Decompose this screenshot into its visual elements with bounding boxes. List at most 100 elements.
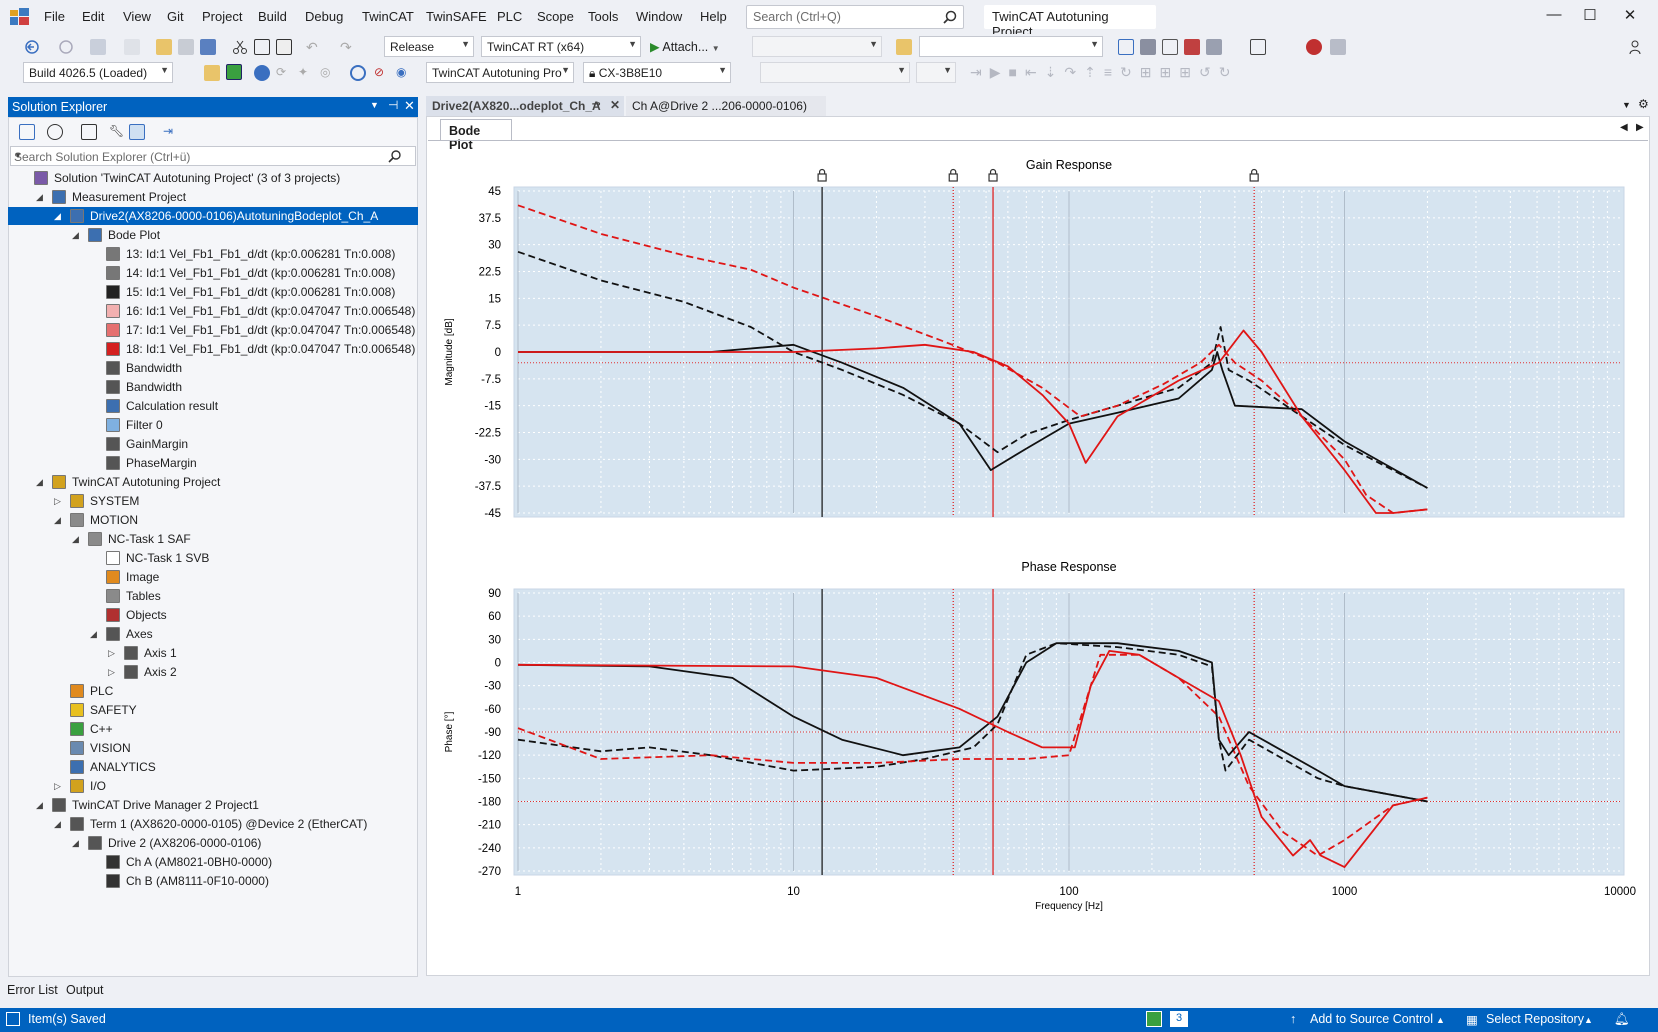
target-icon[interactable] bbox=[350, 65, 366, 81]
tree-item[interactable]: 13: Id:1 Vel_Fb1_Fb1_d/dt (kp:0.006281 T… bbox=[8, 245, 418, 263]
collapse-arrow-icon[interactable]: ◢ bbox=[72, 534, 79, 544]
refresh-icon[interactable]: ⟳ bbox=[276, 65, 287, 79]
tree-item[interactable]: ◢ TwinCAT Autotuning Project bbox=[8, 473, 418, 491]
solution-search-input[interactable]: Search Solution Explorer (Ctrl+ü) ▼ bbox=[10, 146, 416, 166]
menu-plc[interactable]: PLC bbox=[497, 9, 523, 24]
minimize-button[interactable]: — bbox=[1546, 6, 1562, 23]
bode-plot-chart[interactable]: Gain Response Magnitude [dB] 45 37.5 30 22.5 1… bbox=[428, 141, 1648, 975]
tree-item[interactable]: Ch A (AM8021-0BH0-0000) bbox=[8, 853, 418, 871]
close-icon[interactable]: ✕ bbox=[610, 98, 621, 112]
tree-item[interactable]: 16: Id:1 Vel_Fb1_Fb1_d/dt (kp:0.047047 T… bbox=[8, 302, 418, 320]
open-icon[interactable] bbox=[156, 39, 172, 55]
tree-item[interactable]: ◢ TwinCAT Drive Manager 2 Project1 bbox=[8, 796, 418, 814]
collapse-arrow-icon[interactable]: ◢ bbox=[54, 819, 61, 829]
tab-channel-document[interactable]: Ch A@Drive 2 ...206-0000-0106) bbox=[626, 96, 826, 116]
tree-item[interactable]: ANALYTICS bbox=[8, 758, 418, 776]
tree-item[interactable]: 18: Id:1 Vel_Fb1_Fb1_d/dt (kp:0.047047 T… bbox=[8, 340, 418, 358]
tree-item[interactable]: PLC bbox=[8, 682, 418, 700]
save-all-icon[interactable] bbox=[200, 39, 216, 55]
tree-item[interactable]: ▷ Axis 1 bbox=[8, 644, 418, 662]
tools-icon[interactable] bbox=[1140, 39, 1156, 55]
project-select[interactable]: TwinCAT Autotuning Pro ▼ bbox=[426, 62, 574, 83]
search-input[interactable]: Search (Ctrl+Q) bbox=[746, 5, 964, 29]
dropdown-icon[interactable]: ▼ bbox=[370, 100, 379, 110]
tree-item[interactable]: Solution 'TwinCAT Autotuning Project' (3… bbox=[8, 169, 418, 187]
menu-help[interactable]: Help bbox=[700, 9, 727, 24]
tree-item[interactable]: ◢ Axes bbox=[8, 625, 418, 643]
target-system-select[interactable]: 🔒︎ CX-3B8E10 ▼ bbox=[583, 62, 731, 83]
tree-item[interactable]: Bandwidth bbox=[8, 378, 418, 396]
save-icon[interactable] bbox=[178, 39, 194, 55]
pending-changes-icon[interactable]: ⇥ bbox=[163, 124, 174, 138]
history-icon[interactable] bbox=[47, 124, 63, 140]
add-item-icon[interactable] bbox=[124, 39, 140, 55]
tree-item[interactable]: 17: Id:1 Vel_Fb1_Fb1_d/dt (kp:0.047047 T… bbox=[8, 321, 418, 339]
menu-twinsafe[interactable]: TwinSAFE bbox=[426, 9, 487, 24]
close-icon[interactable]: ✕ bbox=[404, 98, 415, 113]
tree-item[interactable]: ◢ Measurement Project bbox=[8, 188, 418, 206]
restart-icon[interactable] bbox=[1330, 39, 1346, 55]
menu-debug[interactable]: Debug bbox=[305, 9, 344, 24]
chevron-down-icon[interactable]: ▼ bbox=[14, 151, 22, 160]
find-select[interactable]: ▼ bbox=[919, 36, 1103, 57]
folder-icon[interactable] bbox=[896, 39, 912, 55]
paste-icon[interactable] bbox=[276, 39, 292, 55]
collapse-arrow-icon[interactable]: ◢ bbox=[54, 211, 61, 221]
expand-arrow-icon[interactable]: ▷ bbox=[54, 781, 61, 791]
menu-view[interactable]: View bbox=[123, 9, 151, 24]
preview-icon[interactable] bbox=[129, 124, 145, 140]
error-count-badge[interactable]: 3 bbox=[1170, 1011, 1188, 1027]
add-to-source-control-button[interactable]: Add to Source Control bbox=[1310, 1012, 1433, 1026]
cut-icon[interactable] bbox=[232, 39, 248, 55]
scroll-left-icon[interactable]: ◀ bbox=[1620, 122, 1628, 133]
collapse-arrow-icon[interactable]: ◢ bbox=[54, 515, 61, 525]
menu-file[interactable]: File bbox=[44, 9, 65, 24]
plc-project-select[interactable]: ▼ bbox=[760, 62, 910, 83]
collapse-arrow-icon[interactable]: ◢ bbox=[36, 477, 43, 487]
menu-build[interactable]: Build bbox=[258, 9, 287, 24]
tab-error-list[interactable]: Error List bbox=[7, 983, 58, 997]
tree-item[interactable]: ◢ NC-Task 1 SAF bbox=[8, 530, 418, 548]
tree-item[interactable]: Image bbox=[8, 568, 418, 586]
redo-icon[interactable]: ↷ bbox=[340, 39, 352, 55]
gear-icon[interactable]: ⚙︎ bbox=[1638, 97, 1649, 111]
tree-item[interactable]: ◢ Term 1 (AX8620-0000-0105) @Device 2 (Et… bbox=[8, 815, 418, 833]
collapse-arrow-icon[interactable]: ◢ bbox=[72, 838, 79, 848]
maximize-button[interactable]: ☐ bbox=[1583, 7, 1597, 24]
menu-tools[interactable]: Tools bbox=[588, 9, 619, 24]
properties-icon[interactable]: 🔧︎ bbox=[109, 124, 125, 138]
tree-item[interactable]: C++ bbox=[8, 720, 418, 738]
activate-config-icon[interactable] bbox=[1306, 39, 1322, 55]
tree-item[interactable]: Calculation result bbox=[8, 397, 418, 415]
plc-instance-select[interactable]: ▼ bbox=[916, 62, 956, 83]
tree-item[interactable]: ◢ Drive2(AX8206-0000-0106)AutotuningBodep… bbox=[8, 207, 418, 225]
gear-icon[interactable] bbox=[254, 65, 270, 81]
scan-icon[interactable] bbox=[1206, 39, 1222, 55]
tree-item[interactable]: Objects bbox=[8, 606, 418, 624]
tab-bode-plot[interactable]: Bode Plot bbox=[440, 119, 512, 152]
tree-item[interactable]: GainMargin bbox=[8, 435, 418, 453]
tree-item[interactable]: ▷ SYSTEM bbox=[8, 492, 418, 510]
tree-item[interactable]: ◢ MOTION bbox=[8, 511, 418, 529]
tree-item[interactable]: Bandwidth bbox=[8, 359, 418, 377]
forward-icon[interactable] bbox=[58, 39, 74, 55]
copy-icon[interactable] bbox=[254, 39, 270, 55]
menu-twincat[interactable]: TwinCAT bbox=[362, 9, 414, 24]
collapse-arrow-icon[interactable]: ◢ bbox=[36, 800, 43, 810]
tree-item[interactable]: ◢ Bode Plot bbox=[8, 226, 418, 244]
notifications-bell-icon[interactable]: 🔔︎ bbox=[1614, 1012, 1630, 1026]
build-select[interactable]: Build 4026.5 (Loaded) ▼ bbox=[23, 62, 173, 83]
configuration-select[interactable]: Release ▼ bbox=[384, 36, 474, 57]
no-connect-icon[interactable]: ⊘ bbox=[374, 65, 385, 79]
tree-item[interactable]: Ch B (AM8111-0F10-0000) bbox=[8, 872, 418, 890]
tree-item[interactable]: Filter 0 bbox=[8, 416, 418, 434]
tree-item[interactable]: ▷ I/O bbox=[8, 777, 418, 795]
license-icon[interactable] bbox=[1184, 39, 1200, 55]
tree-item[interactable]: 15: Id:1 Vel_Fb1_Fb1_d/dt (kp:0.006281 T… bbox=[8, 283, 418, 301]
display-icon[interactable] bbox=[1250, 39, 1266, 55]
tree-item[interactable]: ◢ Drive 2 (AX8206-0000-0106) bbox=[8, 834, 418, 852]
scroll-right-icon[interactable]: ▶ bbox=[1636, 122, 1644, 133]
sync-icon[interactable] bbox=[19, 124, 35, 140]
tab-overflow-icon[interactable]: ▼ bbox=[1622, 100, 1631, 110]
tree-item[interactable]: PhaseMargin bbox=[8, 454, 418, 472]
